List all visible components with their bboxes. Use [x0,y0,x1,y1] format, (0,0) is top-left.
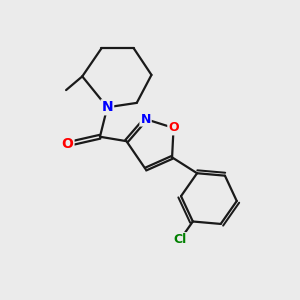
Text: N: N [101,100,113,114]
Text: O: O [168,122,179,134]
Text: N: N [140,112,151,126]
Text: O: O [61,137,74,151]
Text: Cl: Cl [174,233,187,246]
